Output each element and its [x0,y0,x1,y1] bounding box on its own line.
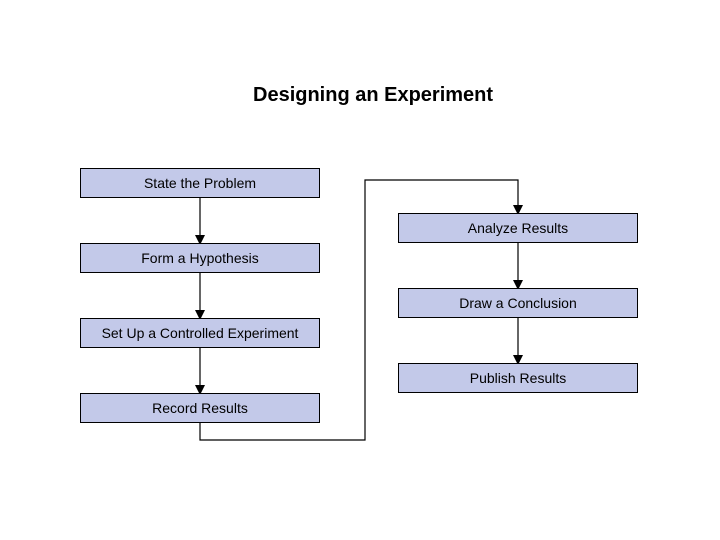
node-analyze: Analyze Results [398,213,638,243]
node-draw: Draw a Conclusion [398,288,638,318]
node-hypo-label: Form a Hypothesis [141,250,258,266]
node-hypo: Form a Hypothesis [80,243,320,273]
node-record: Record Results [80,393,320,423]
node-setup: Set Up a Controlled Experiment [80,318,320,348]
diagram-title: Designing an Experiment [253,84,493,107]
diagram-canvas: { "diagram": { "type": "flowchart", "bac… [0,0,720,540]
node-setup-label: Set Up a Controlled Experiment [102,325,299,341]
node-analyze-label: Analyze Results [468,220,568,236]
node-state: State the Problem [80,168,320,198]
node-publish: Publish Results [398,363,638,393]
node-state-label: State the Problem [144,175,256,191]
node-draw-label: Draw a Conclusion [459,295,577,311]
node-record-label: Record Results [152,400,248,416]
node-publish-label: Publish Results [470,370,567,386]
